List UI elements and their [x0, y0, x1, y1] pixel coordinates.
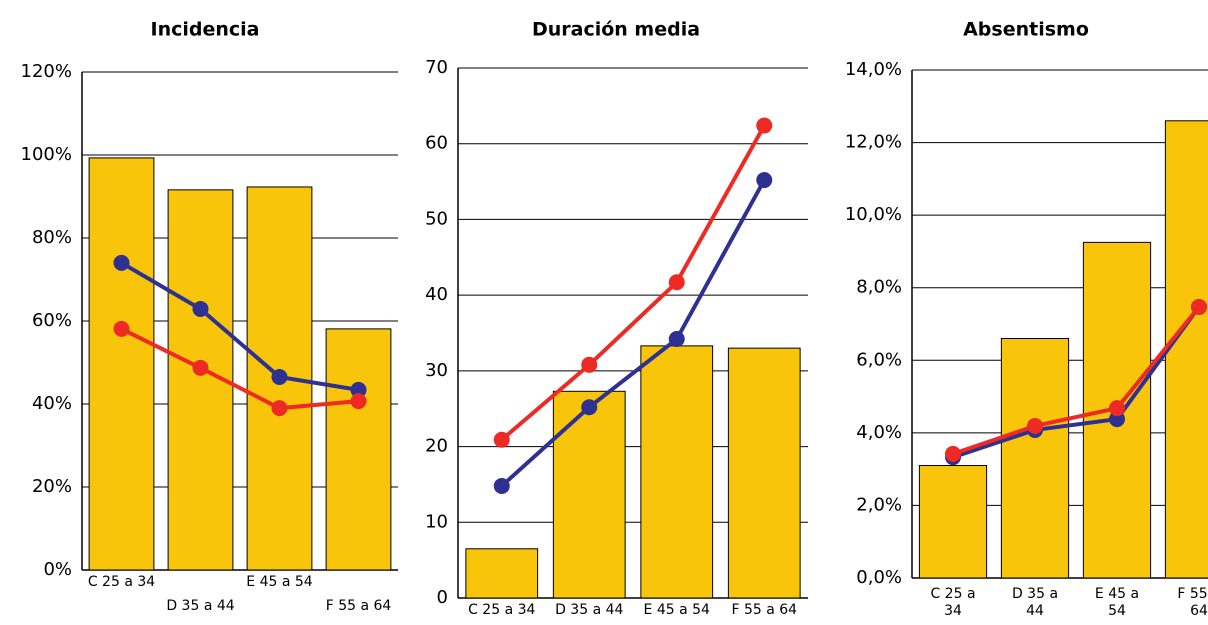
line [500, 124, 766, 442]
x-tick-label: D 35 a 44 [1011, 586, 1059, 619]
line-point [113, 254, 130, 271]
line-point [581, 399, 598, 416]
bar [88, 157, 155, 571]
y-tick-label: 60 [425, 133, 448, 154]
line-point [756, 117, 773, 134]
bar [1000, 338, 1070, 579]
line-point [1191, 298, 1207, 315]
x-tick-label: C 25 a 34 [468, 602, 536, 618]
line-point [113, 320, 130, 337]
y-tick-label: 60% [32, 310, 72, 331]
y-tick-label: 50 [425, 208, 448, 229]
y-tick-label: 14,0% [845, 59, 902, 80]
line-point [271, 369, 288, 386]
line-point [350, 393, 367, 410]
line-point [1109, 400, 1125, 417]
line [120, 327, 359, 411]
y-tick-label: 10 [425, 511, 448, 532]
x-tick-label: C 25 a 34 [87, 574, 156, 590]
line-point [493, 431, 510, 448]
x-tick-label: E 45 a 54 [643, 602, 710, 618]
y-tick-label: 4,0% [856, 422, 902, 443]
chart-title: Absentismo [963, 19, 1089, 41]
line-point [581, 356, 598, 373]
line [500, 179, 767, 488]
line [952, 305, 1201, 456]
line-point [945, 445, 961, 462]
y-tick-label: 70 [425, 57, 448, 78]
y-tick-label: 10,0% [845, 204, 902, 225]
line-point [756, 172, 773, 189]
bar [727, 347, 801, 599]
bar [640, 345, 714, 599]
y-tick-label: 12,0% [845, 132, 902, 153]
y-tick-label: 2,0% [856, 494, 902, 515]
x-tick-label: D 35 a 44 [166, 598, 235, 614]
line [952, 305, 1201, 460]
bar [918, 465, 988, 579]
x-tick-label: F 55 a 64 [731, 602, 798, 618]
y-tick-label: 30 [425, 360, 448, 381]
y-tick-label: 80% [32, 227, 72, 248]
bar [552, 390, 626, 599]
y-tick-label: 20 [425, 436, 448, 457]
x-tick-label: F 55 a 64 [1177, 586, 1208, 619]
line-point [668, 274, 685, 291]
line-point [350, 381, 367, 398]
y-tick-label: 0% [43, 559, 72, 580]
y-tick-label: 20% [32, 476, 72, 497]
x-tick-label: F 55 a 64 [325, 598, 392, 614]
bar [465, 548, 539, 599]
y-tick-label: 40 [425, 284, 448, 305]
y-tick-label: 8,0% [856, 277, 902, 298]
line-point [192, 300, 209, 317]
line-point [1027, 417, 1043, 434]
x-tick-label: C 25 a 34 [930, 586, 976, 619]
bar [1164, 120, 1208, 579]
chart-title: Duración media [532, 19, 700, 41]
line-point [668, 331, 685, 348]
x-tick-label: E 45 a 54 [1094, 586, 1140, 619]
line-point [271, 400, 288, 417]
y-tick-label: 0 [437, 587, 448, 608]
y-tick-label: 100% [21, 144, 72, 165]
chart-title: Incidencia [151, 19, 260, 41]
line [120, 261, 359, 392]
x-tick-label: E 45 a 54 [246, 574, 313, 590]
y-tick-label: 40% [32, 393, 72, 414]
x-tick-label: D 35 a 44 [555, 602, 624, 618]
bar [325, 328, 392, 571]
y-tick-label: 0,0% [856, 567, 902, 588]
y-tick-label: 6,0% [856, 349, 902, 370]
line-point [493, 477, 510, 494]
y-tick-label: 120% [21, 61, 72, 82]
line-point [192, 359, 209, 376]
